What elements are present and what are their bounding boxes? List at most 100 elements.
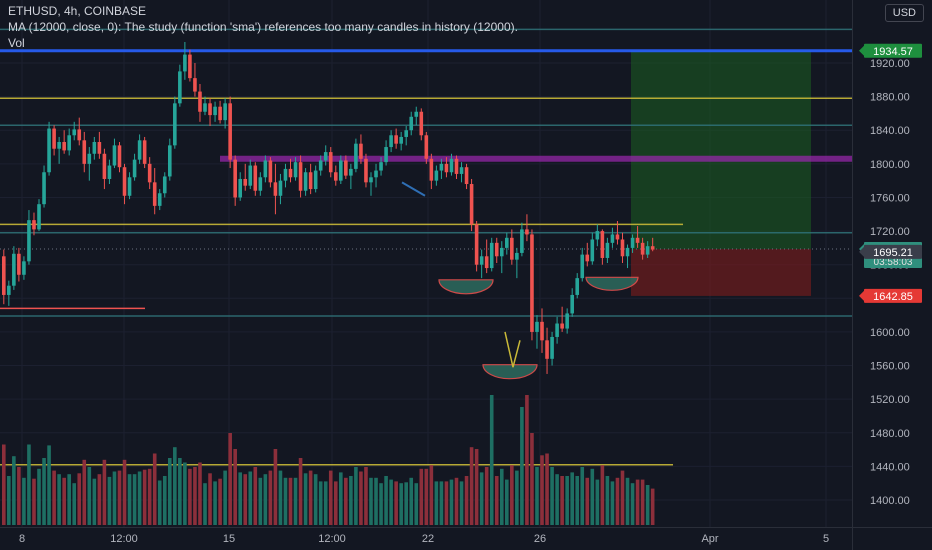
candle-body [162,176,167,194]
volume-bar [117,470,122,525]
volume-bar [157,480,162,525]
price-tick-label: 1440.00 [870,461,910,473]
candle-body [575,278,580,295]
volume-bar [439,481,444,525]
volume-bar [645,485,650,525]
candle-body [288,168,293,178]
time-axis[interactable]: 8 12:00 15 12:00 22 26 Apr 5 [19,533,829,545]
volume-bar [92,478,97,525]
volume-bar [585,477,590,525]
volume-bar [82,459,87,525]
symbol-title[interactable]: ETHUSD, 4h, COINBASE [8,4,147,18]
candle-body [57,141,61,149]
volume-bar [173,447,177,525]
volume-bar [47,445,51,525]
volume-bar [389,479,393,525]
volume-bar [178,458,182,525]
candle-body [42,172,46,205]
candle-body [142,140,147,164]
candle-body [389,135,393,148]
volume-bar [555,474,559,525]
volume-bar [459,481,464,525]
ma-study-error[interactable]: MA (12000, close, 0): The study (functio… [8,20,518,34]
candle-body [459,167,464,174]
volume-bar [525,395,529,525]
time-tick-label: 12:00 [110,533,138,545]
volume-bar [318,481,323,525]
candle-body [273,182,278,196]
candle-body [223,103,227,121]
volume-bar [550,467,554,525]
price-tag-bg [864,43,922,58]
candle-body [233,159,237,198]
volume-bar [213,481,217,525]
candle-body [530,234,534,332]
volume-bar [515,470,519,525]
price-tick-label: 1520.00 [870,394,910,406]
horizontal-levels[interactable] [0,28,852,466]
candle-body [419,111,424,136]
trend-segment[interactable] [401,181,426,197]
candle-body [92,141,97,154]
candle-body [560,323,564,329]
candle-body [555,323,559,337]
candle-body [635,237,640,243]
price-tick-label: 1480.00 [870,428,910,440]
candle-body [359,143,363,159]
volume-bar [278,470,283,525]
volume-bar [238,472,243,525]
price-tag[interactable]: 1934.57 [859,43,922,58]
price-tag-label: 1934.57 [873,46,913,58]
volume-bar [344,477,348,525]
volume-bar [510,465,514,525]
volume-bar [132,474,137,525]
candle-body [102,153,107,179]
volume-bar [273,449,278,525]
volume-bar [283,477,288,525]
volume-bar [545,453,549,525]
price-tag[interactable]: 1642.85 [859,288,922,303]
candle-body [82,140,87,164]
volume-bar [97,474,102,525]
target-zone[interactable] [631,50,811,250]
time-tick-label: 12:00 [318,533,346,545]
volume-bar [620,470,625,525]
candle-body [364,158,368,183]
volume-bar [590,468,595,525]
candle-body [515,252,519,260]
price-tag-pointer [859,290,864,301]
volume-bar [600,465,605,525]
candle-body [188,54,192,79]
candle-body [585,254,590,262]
candle-body [625,247,630,257]
left-shoulder-bowl[interactable] [438,279,494,295]
candle-body [620,239,625,257]
volume-bar [188,468,192,525]
head-bowl[interactable] [482,364,538,380]
volume-bar [580,467,585,525]
candle-body [545,340,549,359]
volume-bar [268,470,273,525]
time-tick-label: 5 [823,533,829,545]
volume-bar [308,470,313,525]
candle-body [328,152,333,173]
volume-bar [293,477,298,525]
candle-body [12,253,16,286]
currency-button[interactable]: USD [884,4,924,22]
volume-study-label[interactable]: Vol [8,36,25,50]
head-marker[interactable] [504,331,521,368]
time-tick-label: 22 [422,533,434,545]
volume-bar [7,476,11,525]
volume-bar [288,477,293,525]
candle-body [323,152,328,161]
right-shoulder-bowl[interactable] [585,276,639,291]
stop-zone[interactable] [631,249,811,296]
volume-bar [339,472,343,525]
volume-bar [560,476,564,525]
candle-body [494,242,499,257]
price-axis[interactable]: 1920.00 1880.00 1840.00 1800.00 1760.00 1720.… [870,58,910,507]
candle-body [650,246,655,250]
volume-bar [369,477,373,525]
price-tag[interactable]: 1695.21 [859,244,922,259]
